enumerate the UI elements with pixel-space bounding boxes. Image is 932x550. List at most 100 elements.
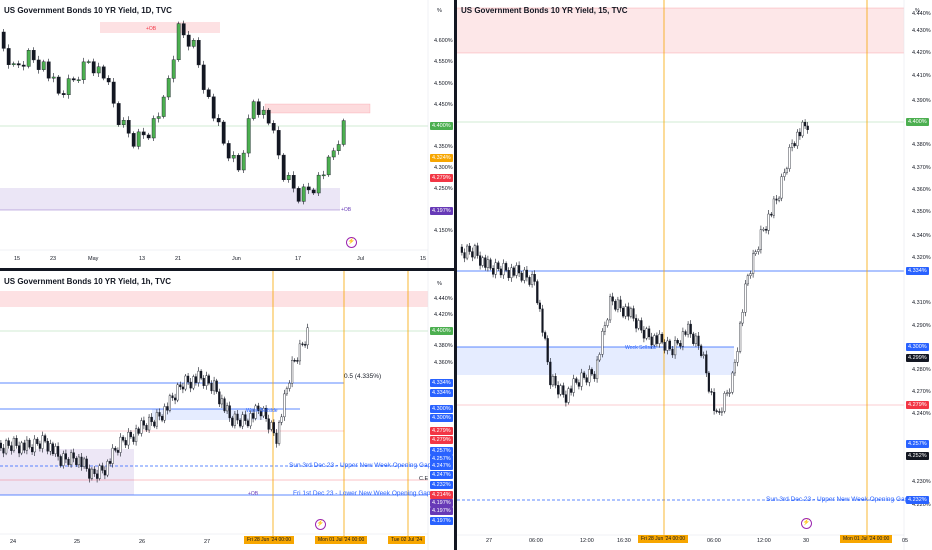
candle: [676, 340, 679, 344]
candle: [2, 447, 5, 454]
price-axis-label: 4.300%: [434, 165, 453, 171]
daily-chart-canvas[interactable]: [0, 0, 454, 268]
price-tag: 4.247%: [430, 462, 453, 470]
candle: [512, 267, 515, 276]
time-axis-label: Jun: [232, 256, 241, 262]
candle: [96, 66, 101, 74]
daily-currency-label: %: [437, 8, 442, 14]
candle: [713, 392, 716, 411]
time-axis-label: 12:00: [580, 538, 594, 544]
candle: [699, 345, 703, 356]
candle: [150, 416, 153, 423]
candle: [505, 263, 508, 271]
candle: [707, 372, 710, 392]
hourly-chart-title: US Government Bonds 10 YR Yield, 1h, TVC: [4, 277, 172, 286]
price-tag: 4.257%: [906, 440, 929, 448]
price-axis-label: 4.320%: [912, 255, 931, 261]
candle: [611, 296, 614, 302]
candle: [471, 251, 474, 258]
candle: [590, 369, 593, 375]
price-axis-label: 4.440%: [912, 11, 931, 17]
m15-chart-canvas[interactable]: [457, 0, 932, 550]
candle: [577, 382, 580, 387]
m15-chart-panel[interactable]: US Government Bonds 10 YR Yield, 15, TVC…: [457, 0, 932, 550]
daily-chart-panel[interactable]: US Government Bonds 10 YR Yield, 1D, TVC…: [0, 0, 454, 268]
candle: [31, 447, 34, 453]
candle: [211, 96, 216, 119]
candle: [46, 440, 49, 452]
price-tag: 4.279%: [430, 174, 453, 182]
candle: [694, 335, 697, 344]
candle: [775, 198, 778, 201]
candle: [705, 354, 708, 374]
candle: [757, 249, 760, 252]
candle: [306, 327, 309, 346]
premium-zone: [457, 8, 904, 53]
upper-gap-label: Sun 3rd Dec 23 - Upper New Week Opening …: [766, 496, 909, 503]
candle: [262, 407, 265, 417]
lightning-icon[interactable]: ⚡: [801, 518, 812, 529]
candle: [189, 381, 192, 389]
lightning-icon[interactable]: ⚡: [315, 519, 326, 530]
candle: [69, 452, 73, 465]
candle: [460, 246, 463, 253]
candle: [780, 176, 783, 199]
panel-divider-horizontal[interactable]: [0, 268, 454, 271]
candle: [171, 59, 176, 79]
upper-gap-label: Sun 3rd Dec 23 - Upper New Week Opening …: [289, 462, 432, 469]
candle: [267, 418, 270, 430]
candle: [614, 301, 617, 310]
candle: [246, 420, 249, 427]
price-tag: 4.214%: [430, 491, 453, 499]
panel-divider-vertical[interactable]: [454, 0, 457, 550]
hourly-chart-panel[interactable]: US Government Bonds 10 YR Yield, 1h, TVC…: [0, 271, 454, 550]
candle: [668, 340, 671, 350]
candle: [196, 40, 201, 66]
candle: [131, 133, 136, 147]
candle: [184, 375, 187, 390]
candle: [119, 436, 122, 453]
candle: [261, 109, 266, 115]
candle: [181, 23, 186, 36]
candle: [197, 370, 200, 383]
price-tag: 4.257%: [430, 447, 453, 455]
candle: [77, 456, 80, 466]
candle: [272, 422, 275, 434]
time-axis-label: 06:00: [529, 538, 543, 544]
candle: [772, 198, 775, 216]
candle: [562, 385, 565, 395]
price-axis-label: 4.420%: [912, 50, 931, 56]
candle: [16, 63, 21, 66]
candle: [54, 446, 57, 455]
candle: [666, 340, 669, 351]
time-axis-label: 17: [295, 256, 302, 262]
candle: [551, 376, 554, 386]
candle: [306, 186, 311, 191]
candle: [572, 378, 575, 393]
price-axis-label: 4.450%: [434, 102, 453, 108]
candle: [236, 155, 241, 171]
candle: [546, 338, 549, 363]
candle: [59, 456, 62, 466]
candle: [163, 406, 166, 421]
candle: [121, 436, 125, 441]
candle: [126, 120, 131, 134]
time-axis-label: 16:30: [617, 538, 631, 544]
price-tag: 4.400%: [430, 327, 453, 335]
candle: [281, 154, 286, 180]
candle: [137, 428, 140, 434]
lightning-icon[interactable]: ⚡: [346, 237, 357, 248]
price-axis-label: 4.360%: [434, 360, 453, 366]
candle: [44, 435, 47, 442]
candle: [788, 147, 791, 169]
hourly-chart-canvas[interactable]: [0, 271, 454, 550]
hourly-candles: [0, 323, 309, 483]
price-tag: 4.197%: [430, 517, 453, 525]
candle: [231, 417, 234, 426]
time-axis-label: 24: [10, 539, 17, 545]
candle: [206, 89, 211, 97]
candle: [549, 361, 552, 386]
candle: [85, 458, 88, 469]
candle: [684, 331, 687, 335]
m15-chart-title: US Government Bonds 10 YR Yield, 15, TVC: [461, 6, 628, 15]
